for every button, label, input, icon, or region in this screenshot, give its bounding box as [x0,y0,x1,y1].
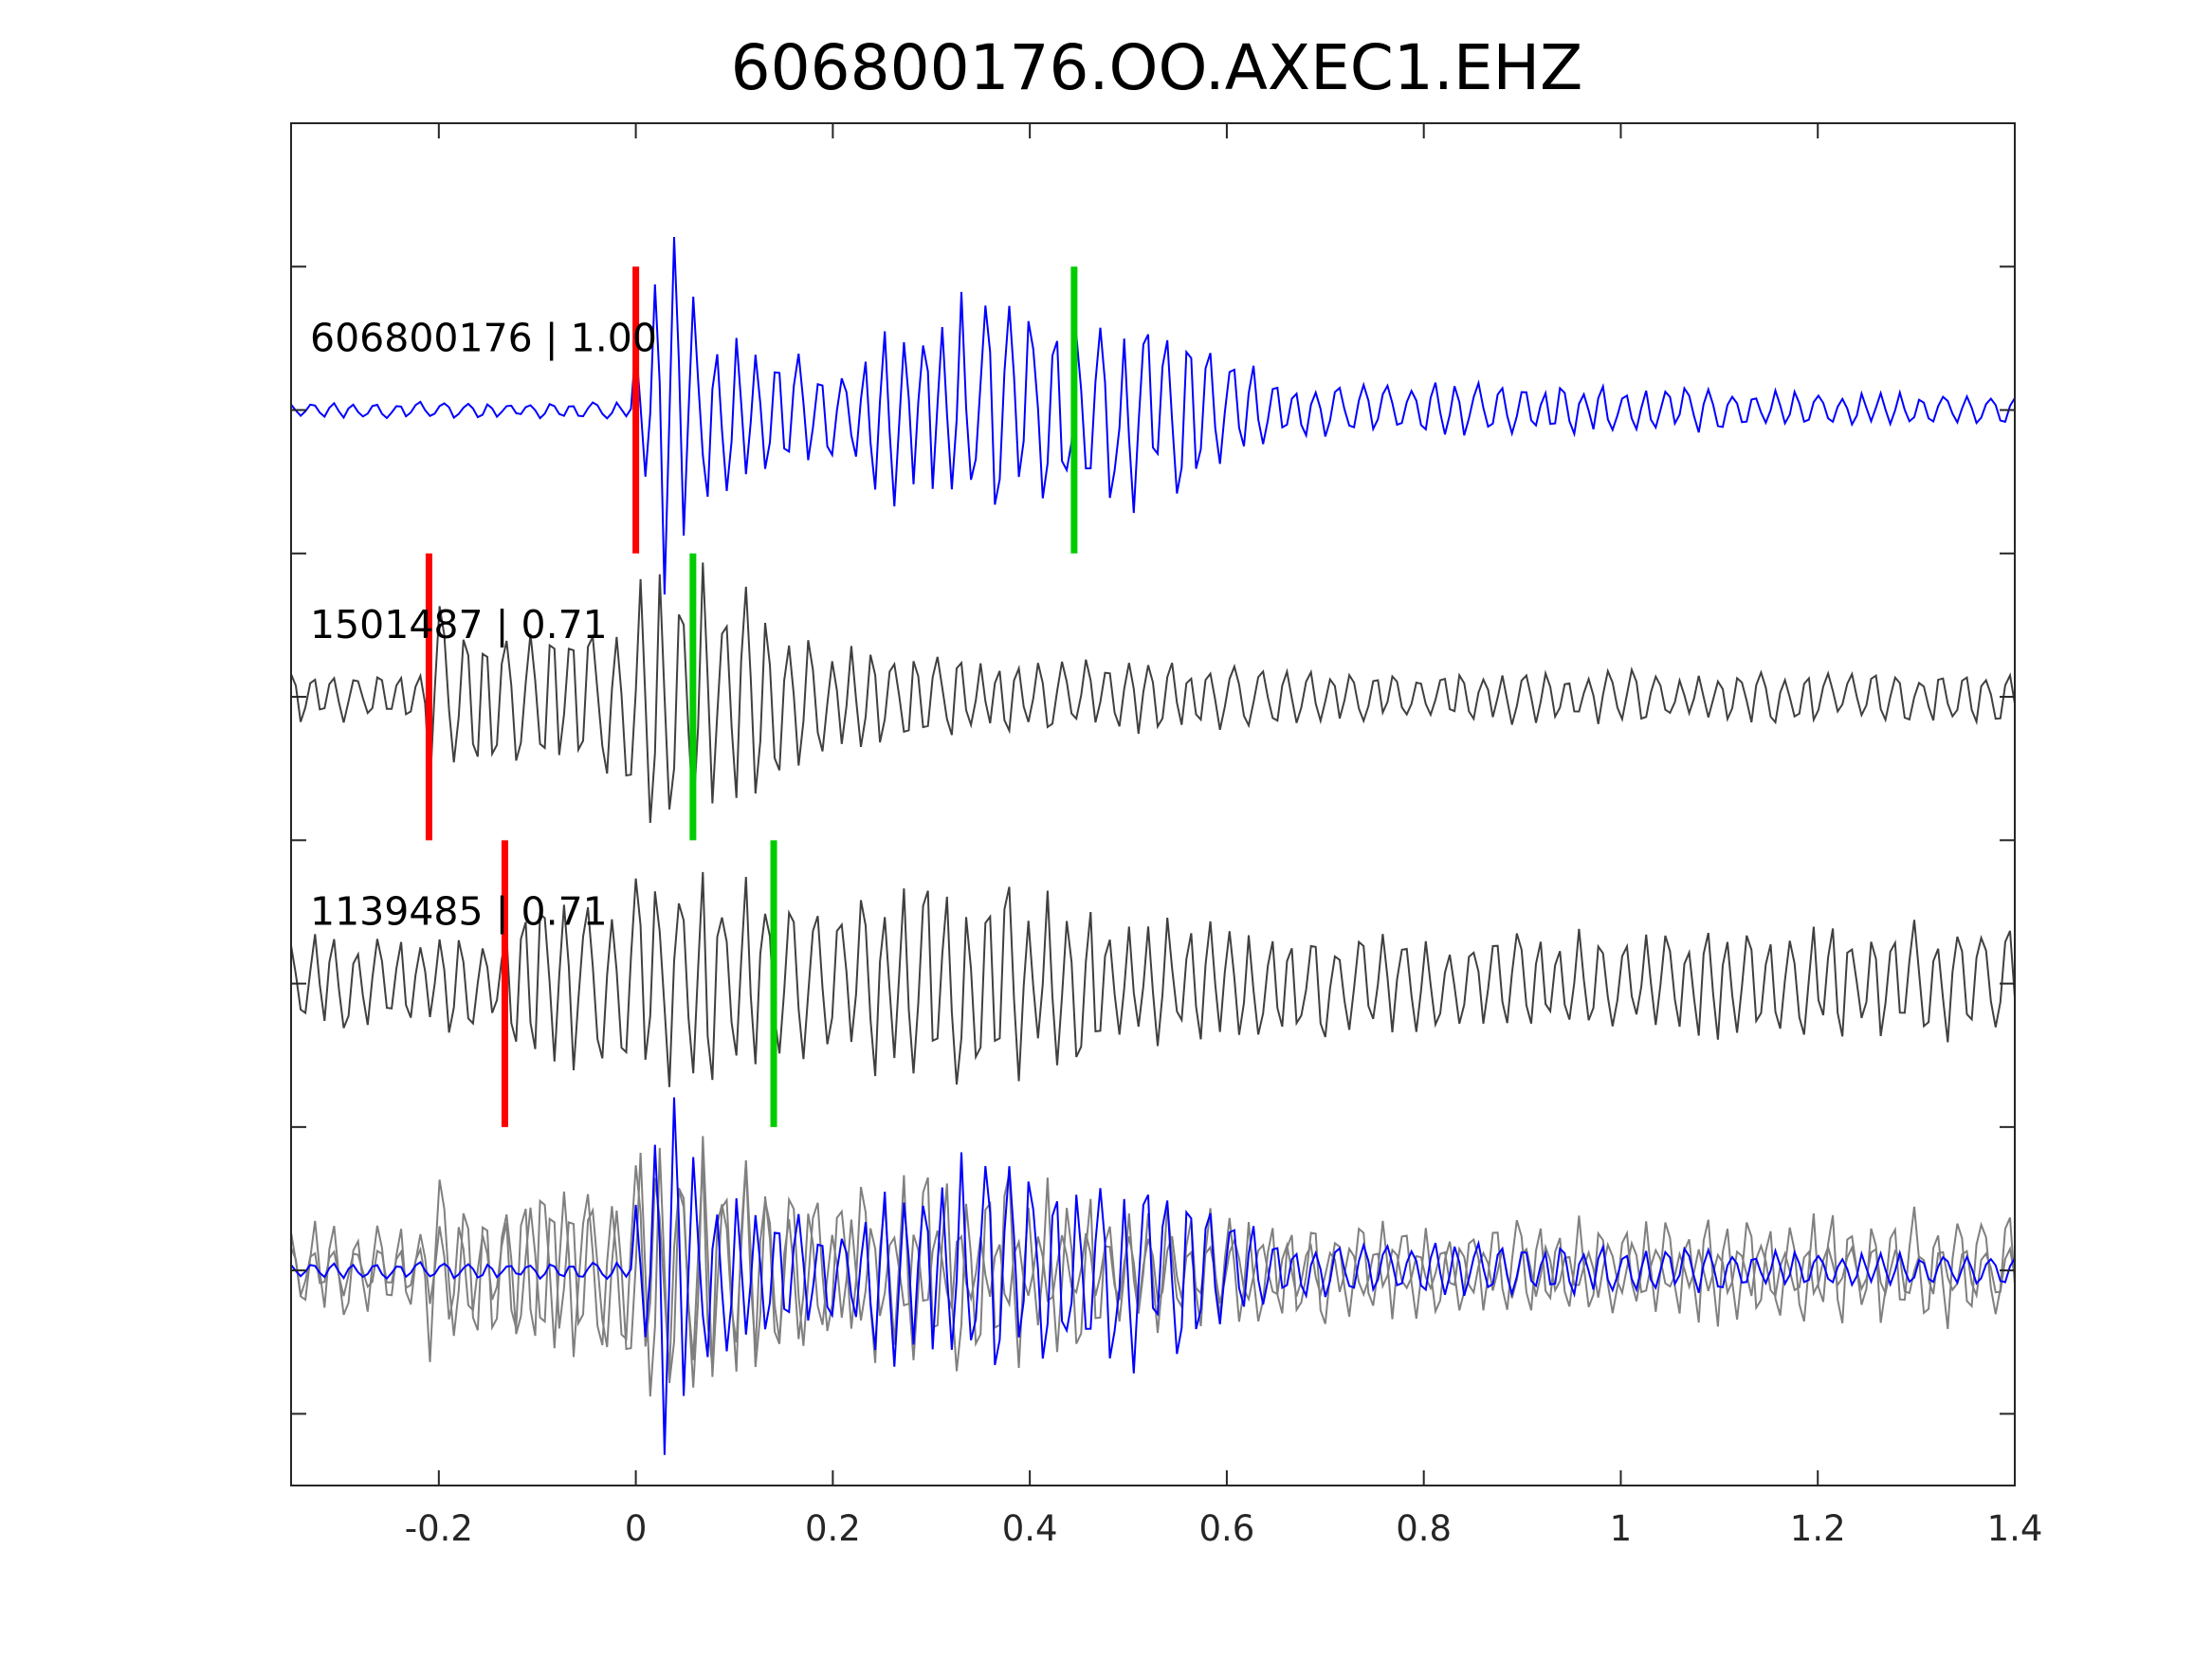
overlay-trace-line-2 [290,1136,2016,1397]
x-tick-label-2: 0.2 [805,1508,861,1549]
chart-title: 606800176.OO.AXEC1.EHZ [731,31,1583,104]
trace-label-2: 1501487 | 0.71 [310,602,608,647]
picks-layer [425,266,1078,1127]
trace-labels-layer: 606800176 | 1.00 1501487 | 0.71 1139485 | … [310,316,657,935]
trace-label-3: 1139485 | 0.71 [310,889,608,935]
x-tick-label-6: 1 [1610,1508,1633,1549]
overlay-trace-line-1 [290,1158,2016,1375]
trace-line-2 [290,562,2016,824]
x-tick-labels: -0.2 0 0.2 0.4 0.6 0.8 1 1.2 1.4 [405,1508,2043,1549]
x-tick-label-3: 0.4 [1002,1508,1058,1549]
x-tick-label-7: 1.2 [1790,1508,1846,1549]
x-tick-label-8: 1.4 [1987,1508,2043,1549]
trace-line-1 [290,236,2016,595]
x-tick-label-1: 0 [625,1508,648,1549]
x-tick-label-0: -0.2 [405,1508,473,1549]
trace-line-3 [290,871,2016,1087]
plot-frame [290,122,2016,1486]
x-tick-label-5: 0.8 [1396,1508,1452,1549]
x-tick-label-4: 0.6 [1198,1508,1254,1549]
overlay-trace-line-3 [290,1097,2016,1455]
trace-label-1: 606800176 | 1.00 [310,316,657,361]
axis-ticks [291,123,2016,1486]
traces-layer [290,236,2016,1455]
